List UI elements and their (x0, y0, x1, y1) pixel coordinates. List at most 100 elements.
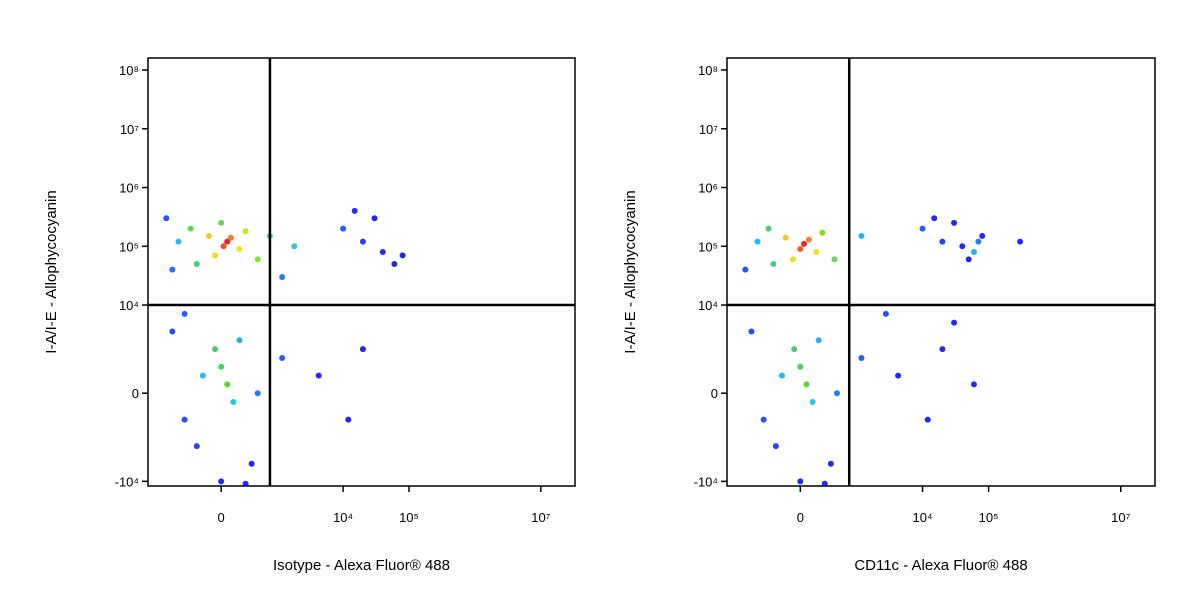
x-axis-title: Isotype - Alexa Fluor® 488 (273, 557, 450, 574)
event-dot (181, 310, 188, 317)
y-tick-label: 10⁷ (120, 122, 139, 137)
event-dot (227, 234, 234, 241)
event-dot (224, 238, 231, 245)
event-dot (218, 478, 225, 485)
x-tick-label: 10⁷ (531, 510, 550, 525)
x-tick-label: 10⁷ (1111, 510, 1130, 525)
plot-frame (726, 57, 1156, 487)
x-tick-label: 0 (218, 510, 225, 525)
event-dot (782, 234, 789, 241)
event-dot (979, 232, 986, 239)
y-tick-label: 10⁸ (698, 63, 718, 78)
x-tick-label: 0 (797, 510, 804, 525)
event-dot (391, 260, 398, 267)
event-dot (218, 219, 225, 226)
event-dot (821, 480, 828, 487)
event-dot (218, 363, 225, 370)
event-dot (193, 443, 200, 450)
event-dot (831, 256, 838, 263)
event-dot (379, 248, 386, 255)
event-dot (163, 215, 170, 222)
y-tick-label: -10⁴ (694, 474, 718, 489)
event-dot (882, 310, 889, 317)
event-dot (803, 381, 810, 388)
event-dot (778, 372, 785, 379)
event-dot (199, 372, 206, 379)
event-dot (805, 236, 812, 243)
event-dot (791, 346, 798, 353)
event-dot (224, 381, 231, 388)
event-dot (800, 240, 807, 247)
x-axis-title: CD11c - Alexa Fluor® 488 (854, 557, 1027, 574)
event-dot (169, 328, 176, 335)
event-dot (760, 416, 767, 423)
event-dot (970, 381, 977, 388)
event-dot (895, 372, 902, 379)
event-dot (931, 215, 938, 222)
y-tick-label: 0 (132, 386, 139, 401)
event-dot (175, 238, 182, 245)
y-tick-label: 10⁴ (119, 298, 139, 313)
y-axis-title: I-A/I-E - Allophycocyanin (622, 190, 639, 353)
event-dot (399, 252, 406, 259)
event-dot (187, 225, 194, 232)
event-dot (919, 225, 926, 232)
event-dot (924, 416, 931, 423)
x-tick-label: 10⁴ (913, 510, 933, 525)
event-dot (220, 243, 227, 250)
event-dot (827, 460, 834, 467)
event-dot (193, 260, 200, 267)
event-dot (351, 207, 358, 214)
event-dot (279, 354, 286, 361)
event-dot (212, 346, 219, 353)
event-dot (833, 390, 840, 397)
event-dot (212, 252, 219, 259)
event-dot (754, 238, 761, 245)
event-dot (254, 256, 261, 263)
event-dot (345, 416, 352, 423)
event-dot (340, 225, 347, 232)
event-dot (315, 372, 322, 379)
event-dot (770, 260, 777, 267)
y-tick-label: 10⁵ (698, 239, 718, 254)
event-dot (1017, 238, 1024, 245)
event-dot (371, 215, 378, 222)
event-dot (939, 238, 946, 245)
event-dot (248, 460, 255, 467)
event-dot (765, 225, 772, 232)
event-dot (951, 219, 958, 226)
event-dot (975, 238, 982, 245)
x-tick-label: 10⁵ (979, 510, 999, 525)
event-dot (254, 390, 261, 397)
event-dot (797, 363, 804, 370)
event-dot (965, 256, 972, 263)
event-dot (359, 238, 366, 245)
event-dot (858, 232, 865, 239)
x-tick-label: 10⁴ (333, 510, 353, 525)
event-dot (236, 245, 243, 252)
event-dot (242, 228, 249, 235)
y-tick-label: -10⁴ (115, 474, 139, 489)
y-axis-title: I-A/I-E - Allophycocyanin (43, 190, 60, 353)
event-dot (748, 328, 755, 335)
event-dot (970, 248, 977, 255)
event-dot (819, 229, 826, 236)
plot-frame (147, 57, 576, 487)
event-dot (279, 274, 286, 281)
event-dot (797, 245, 804, 252)
event-dot (236, 337, 243, 344)
event-dot (815, 337, 822, 344)
y-tick-label: 10⁸ (119, 63, 139, 78)
event-dot (169, 266, 176, 273)
event-dot (742, 266, 749, 273)
event-dot (772, 443, 779, 450)
event-dot (789, 256, 796, 263)
event-dot (359, 346, 366, 353)
event-dot (809, 399, 816, 406)
event-dot (291, 243, 298, 250)
event-dot (959, 243, 966, 250)
event-dot (242, 480, 249, 487)
event-dot (205, 232, 212, 239)
y-tick-label: 10⁷ (699, 122, 718, 137)
